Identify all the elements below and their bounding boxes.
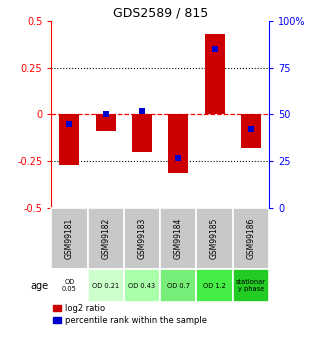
- Text: GSM99181: GSM99181: [65, 218, 74, 259]
- Text: OD 1.2: OD 1.2: [203, 283, 226, 289]
- Text: OD 0.43: OD 0.43: [128, 283, 156, 289]
- Bar: [205, 34, 225, 115]
- Bar: [160, 208, 197, 269]
- Bar: [197, 269, 233, 302]
- Bar: [233, 269, 269, 302]
- Text: GSM99186: GSM99186: [246, 218, 255, 259]
- Point: [248, 127, 253, 132]
- Point: [176, 155, 181, 160]
- Point: [212, 46, 217, 52]
- Bar: [197, 208, 233, 269]
- Bar: [96, 115, 116, 131]
- Text: GSM99184: GSM99184: [174, 218, 183, 259]
- Bar: [233, 208, 269, 269]
- Point: [103, 112, 108, 117]
- Text: age: age: [30, 281, 49, 291]
- Legend: log2 ratio, percentile rank within the sample: log2 ratio, percentile rank within the s…: [53, 304, 207, 325]
- Bar: [241, 115, 261, 148]
- Text: GSM99183: GSM99183: [137, 218, 146, 259]
- Bar: [51, 269, 88, 302]
- Bar: [132, 115, 152, 152]
- Text: GSM99182: GSM99182: [101, 218, 110, 259]
- Point: [140, 108, 145, 114]
- Text: GSM99185: GSM99185: [210, 218, 219, 259]
- Text: OD 0.21: OD 0.21: [92, 283, 119, 289]
- Bar: [88, 269, 124, 302]
- Text: OD
0.05: OD 0.05: [62, 279, 77, 292]
- Point: [67, 121, 72, 127]
- Bar: [124, 269, 160, 302]
- Text: OD 0.7: OD 0.7: [167, 283, 190, 289]
- Bar: [124, 208, 160, 269]
- Bar: [51, 208, 88, 269]
- Bar: [168, 115, 188, 172]
- Text: stationar
y phase: stationar y phase: [236, 279, 266, 292]
- Bar: [160, 269, 197, 302]
- Bar: [88, 208, 124, 269]
- Bar: [59, 115, 79, 165]
- Title: GDS2589 / 815: GDS2589 / 815: [113, 7, 208, 20]
